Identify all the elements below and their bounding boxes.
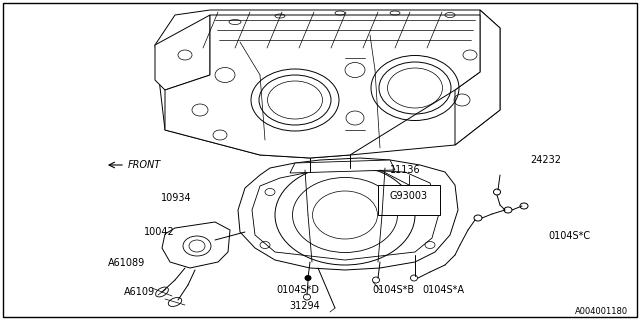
Text: 11136: 11136: [390, 165, 420, 175]
Text: 0104S*D: 0104S*D: [276, 285, 319, 295]
Text: 0104S*C: 0104S*C: [548, 231, 590, 241]
Bar: [378, 185, 440, 215]
Polygon shape: [155, 15, 210, 90]
Text: 24232: 24232: [530, 155, 561, 165]
Text: 10042: 10042: [144, 227, 175, 237]
Polygon shape: [290, 160, 395, 173]
Polygon shape: [165, 15, 480, 158]
Text: A61089: A61089: [108, 258, 145, 268]
Polygon shape: [455, 10, 500, 145]
Ellipse shape: [305, 276, 311, 281]
Text: 31294: 31294: [290, 301, 321, 311]
Text: FRONT: FRONT: [128, 160, 161, 170]
Text: 10934: 10934: [161, 193, 192, 203]
Text: A004001180: A004001180: [575, 308, 628, 316]
Polygon shape: [238, 158, 458, 270]
Text: A6109: A6109: [124, 287, 155, 297]
Text: 0104S*B: 0104S*B: [372, 285, 414, 295]
Text: G93003: G93003: [390, 191, 428, 201]
Polygon shape: [162, 222, 230, 268]
Text: 0104S*A: 0104S*A: [422, 285, 464, 295]
Polygon shape: [155, 10, 500, 158]
